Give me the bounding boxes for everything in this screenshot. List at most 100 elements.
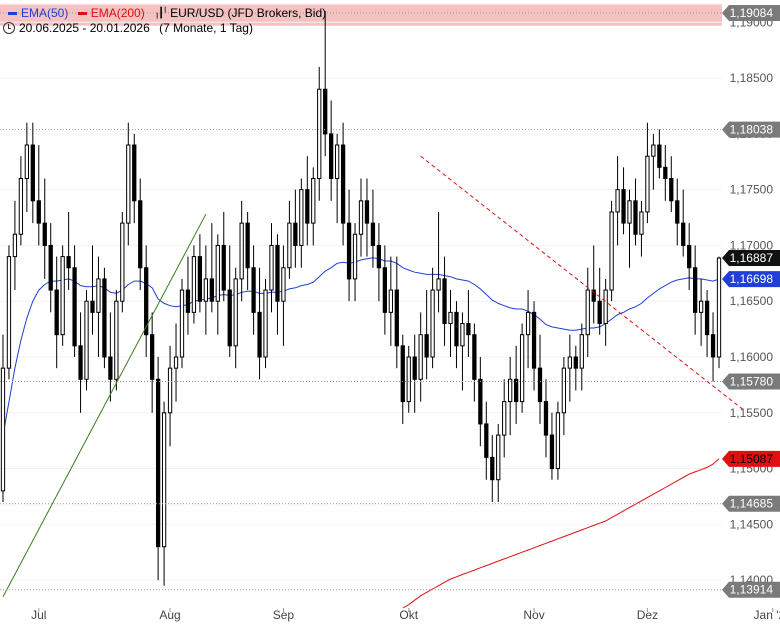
candle-body [710,334,716,358]
candle-body [442,278,447,325]
candle-body [30,144,35,202]
candle-body [454,311,459,347]
candle-body [669,177,674,202]
price-label-text: 1,15087 [730,452,774,466]
ema200-swatch [77,11,87,15]
candle-body [203,278,209,302]
candle-body [394,289,399,347]
candle-body [215,244,220,302]
level-label-box [722,373,780,390]
candle-body [161,412,167,548]
candle-body [48,244,53,291]
date-range-duration: (7 Monate, 1 Tag) [159,21,253,35]
candle-body [281,267,286,302]
candle-body [555,412,561,470]
candle-body [36,200,41,224]
candle-body [693,267,698,313]
candle-body [716,257,722,358]
candle-body [585,289,590,336]
candle-body [90,300,95,313]
candle-body [406,356,411,403]
x-tick-label: Jul [31,608,46,622]
candle-body [639,211,644,235]
clock-icon [3,22,15,34]
candle-body [251,267,256,313]
candle-body [567,356,572,369]
candle-body [245,222,250,269]
level-label-text: 1,18038 [730,123,774,137]
candle-body [317,88,322,179]
y-tick-label: 1,17000 [730,238,774,252]
candle-body [519,334,525,403]
candle-body [436,278,441,291]
candle-body [418,334,423,380]
candle-body [591,289,596,302]
date-range-text: 20.06.2025 - 20.01.2026 [19,21,150,35]
candle-body [209,278,214,302]
level-label-text: 1,19084 [730,6,774,20]
candle-body [663,166,668,179]
trendline-support [2,213,207,598]
candle-body [84,300,89,380]
ema200-line [402,458,720,609]
candle-body [502,401,507,436]
price-label-box [722,450,780,467]
legend-ema50-label: EMA(50) [21,6,69,21]
level-label-box [722,4,780,21]
candle-body [340,144,346,224]
level-label-text: 1,14685 [730,497,774,511]
candle-body [704,300,710,336]
candle-body [448,311,453,325]
candle-body [66,256,71,269]
candle-body [627,200,632,224]
candle-body [651,144,656,157]
candle-body [150,334,155,380]
candle-body [6,256,12,369]
candle-body [358,200,364,235]
candle-body [376,244,382,269]
candle-body [412,356,417,380]
candle-body [531,311,537,369]
candle-body [609,211,614,291]
x-tick-label: Nov [523,608,544,622]
candle-body [60,256,65,336]
candle-body [561,367,567,414]
candle-body [299,189,304,246]
candle-body [603,289,608,325]
candle-body [239,222,244,280]
candle-body [197,256,203,302]
candle-body [460,323,465,347]
candle-body [167,367,173,414]
ema50-swatch [8,11,17,15]
candle-body [108,356,113,380]
candle-body [227,289,232,347]
candle-body [472,334,477,380]
legend-ema200: EMA(200) [77,5,145,20]
candle-body [424,334,429,358]
x-tick-label: Sep [273,608,295,622]
chart-legend: EMA(50) EMA(200) ╷┃╵ EUR/USD (JFD Brokers… [8,5,332,20]
candle-body [311,177,316,224]
candle-body [0,367,6,492]
candle-body [126,144,131,224]
y-tick-label: 1,16000 [730,350,774,364]
candle-body [633,200,638,235]
y-tick-label: 1,14500 [730,517,774,531]
ohlc-icon: ╷┃╵ [154,7,168,19]
candle-body [364,200,370,224]
legend-ema50: EMA(50) [8,5,69,21]
x-tick-label: Aug [159,608,180,622]
candle-body [257,311,262,358]
candle-body [329,133,334,179]
candle-body [430,289,435,358]
candle-body [185,289,191,313]
y-tick-label: 1,18500 [730,71,774,85]
candle-body [346,222,352,280]
candle-body [233,278,238,347]
candle-body [543,401,549,436]
candle-body [24,144,29,179]
candle-body [579,334,584,369]
candle-body [400,345,405,403]
x-tick-label: Dez [637,608,658,622]
symbol-label: EUR/USD (JFD Brokers, Bid) [170,6,327,21]
